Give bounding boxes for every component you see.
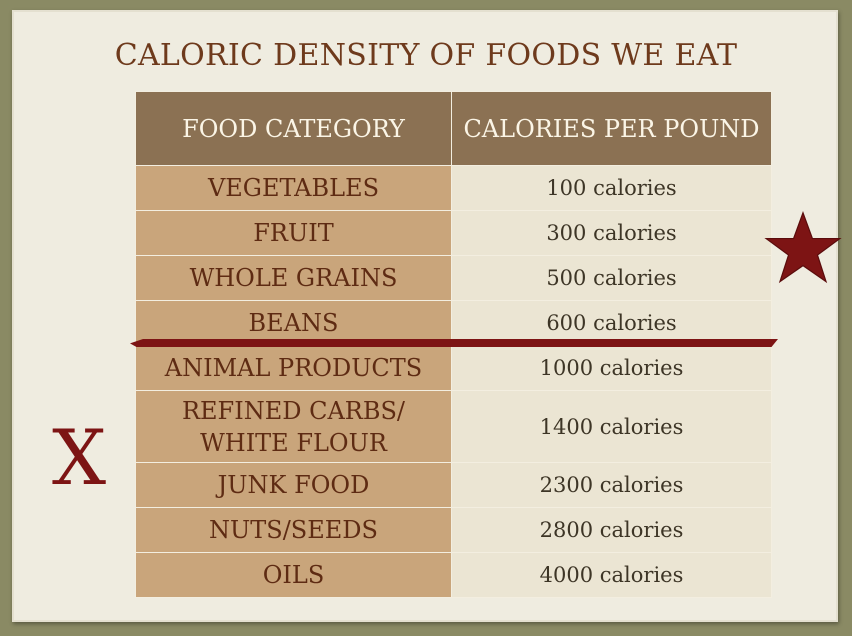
food-category-cell: VEGETABLES	[135, 165, 452, 211]
table-row: REFINED CARBS/ WHITE FLOUR 1400 calories	[135, 390, 772, 463]
star-icon	[764, 211, 842, 284]
food-category-cell: REFINED CARBS/ WHITE FLOUR	[135, 390, 452, 463]
food-category-cell: FRUIT	[135, 210, 452, 256]
caloric-density-table: FOOD CATEGORY CALORIES PER POUND VEGETAB…	[135, 91, 772, 598]
header-food-category: FOOD CATEGORY	[135, 91, 452, 166]
slide-title: CALORIC DENSITY OF FOODS WE EAT	[114, 38, 738, 73]
table-row: VEGETABLES 100 calories	[135, 165, 772, 211]
food-category-cell: JUNK FOOD	[135, 462, 452, 508]
table-row: BEANS 600 calories	[135, 300, 772, 346]
table-row: FRUIT 300 calories	[135, 210, 772, 256]
x-mark: X	[52, 413, 107, 502]
food-category-cell: ANIMAL PRODUCTS	[135, 345, 452, 391]
calories-cell: 100 calories	[451, 165, 772, 211]
calories-cell: 1000 calories	[451, 345, 772, 391]
table-row: WHOLE GRAINS 500 calories	[135, 255, 772, 301]
calories-cell: 500 calories	[451, 255, 772, 301]
calories-cell: 600 calories	[451, 300, 772, 346]
calories-cell: 4000 calories	[451, 552, 772, 598]
calories-cell: 2800 calories	[451, 507, 772, 553]
food-category-cell: BEANS	[135, 300, 452, 346]
table-row: JUNK FOOD 2300 calories	[135, 462, 772, 508]
calories-cell: 1400 calories	[451, 390, 772, 463]
calories-cell: 2300 calories	[451, 462, 772, 508]
table-row: NUTS/SEEDS 2800 calories	[135, 507, 772, 553]
food-category-cell: OILS	[135, 552, 452, 598]
divider-line	[130, 339, 778, 347]
header-calories-per-pound: CALORIES PER POUND	[451, 91, 772, 166]
food-category-cell: WHOLE GRAINS	[135, 255, 452, 301]
food-category-cell: NUTS/SEEDS	[135, 507, 452, 553]
table-row: ANIMAL PRODUCTS 1000 calories	[135, 345, 772, 391]
table-row: OILS 4000 calories	[135, 552, 772, 598]
calories-cell: 300 calories	[451, 210, 772, 256]
